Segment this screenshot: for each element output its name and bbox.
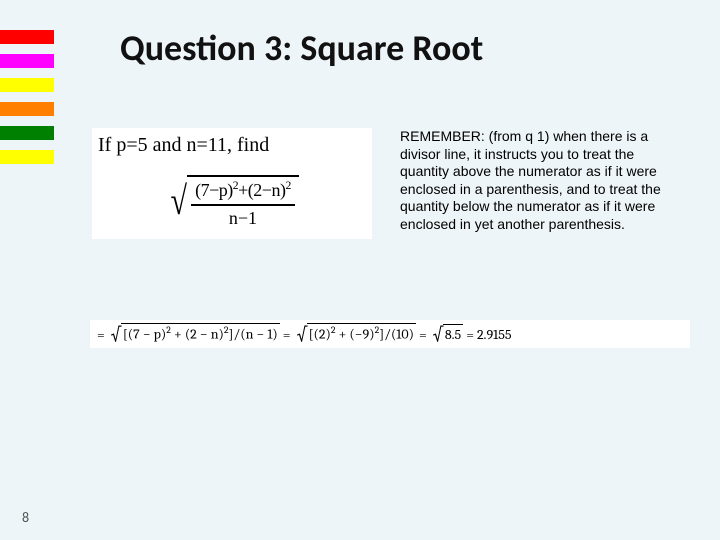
radical-icon: √ bbox=[432, 325, 443, 345]
equals-sign: = bbox=[97, 326, 105, 343]
radicand: (7−p)2+(2−n)2 n−1 bbox=[187, 175, 299, 229]
equals-sign: = bbox=[419, 326, 427, 343]
solution-step-3: √ 8.5 bbox=[430, 324, 463, 345]
fraction-numerator: (7−p)2+(2−n)2 bbox=[191, 179, 295, 206]
color-bar bbox=[0, 54, 54, 68]
color-bar bbox=[0, 102, 54, 116]
radical-icon: √ bbox=[296, 325, 307, 345]
color-bar bbox=[0, 78, 54, 92]
equals-sign: = bbox=[283, 326, 291, 343]
radicand-text: 8.5 bbox=[443, 324, 463, 345]
problem-panel: If p=5 and n=11, find √ (7−p)2+(2−n)2 n−… bbox=[92, 128, 372, 239]
solution-strip: = √ [(7 − p)2 + (2 − n)2]/(n − 1) = √ [(… bbox=[90, 320, 690, 348]
remember-note: REMEMBER: (from q 1) when there is a div… bbox=[400, 128, 686, 233]
solution-result: 2.9155 bbox=[477, 326, 512, 343]
color-bar bbox=[0, 150, 54, 164]
radicand-text: [(2)2 + (−9)2]/(10) bbox=[307, 323, 416, 344]
problem-prompt: If p=5 and n=11, find bbox=[98, 134, 366, 157]
radical-icon: √ bbox=[110, 325, 121, 345]
color-bar bbox=[0, 30, 54, 44]
equals-sign: = bbox=[466, 326, 474, 343]
slide-title: Question 3: Square Root bbox=[120, 26, 483, 70]
sqrt-expression: √ (7−p)2+(2−n)2 n−1 bbox=[165, 175, 299, 229]
radicand-text: [(7 − p)2 + (2 − n)2]/(n − 1) bbox=[121, 323, 280, 344]
fraction-denominator: n−1 bbox=[229, 206, 257, 230]
fraction: (7−p)2+(2−n)2 n−1 bbox=[191, 179, 295, 229]
solution-step-1: √ [(7 − p)2 + (2 − n)2]/(n − 1) bbox=[108, 323, 280, 344]
solution-step-2: √ [(2)2 + (−9)2]/(10) bbox=[294, 323, 416, 344]
accent-color-bars bbox=[0, 30, 54, 164]
radical-icon: √ bbox=[171, 181, 187, 235]
page-number: 8 bbox=[22, 509, 29, 526]
color-bar bbox=[0, 126, 54, 140]
problem-formula: √ (7−p)2+(2−n)2 n−1 bbox=[98, 175, 366, 229]
